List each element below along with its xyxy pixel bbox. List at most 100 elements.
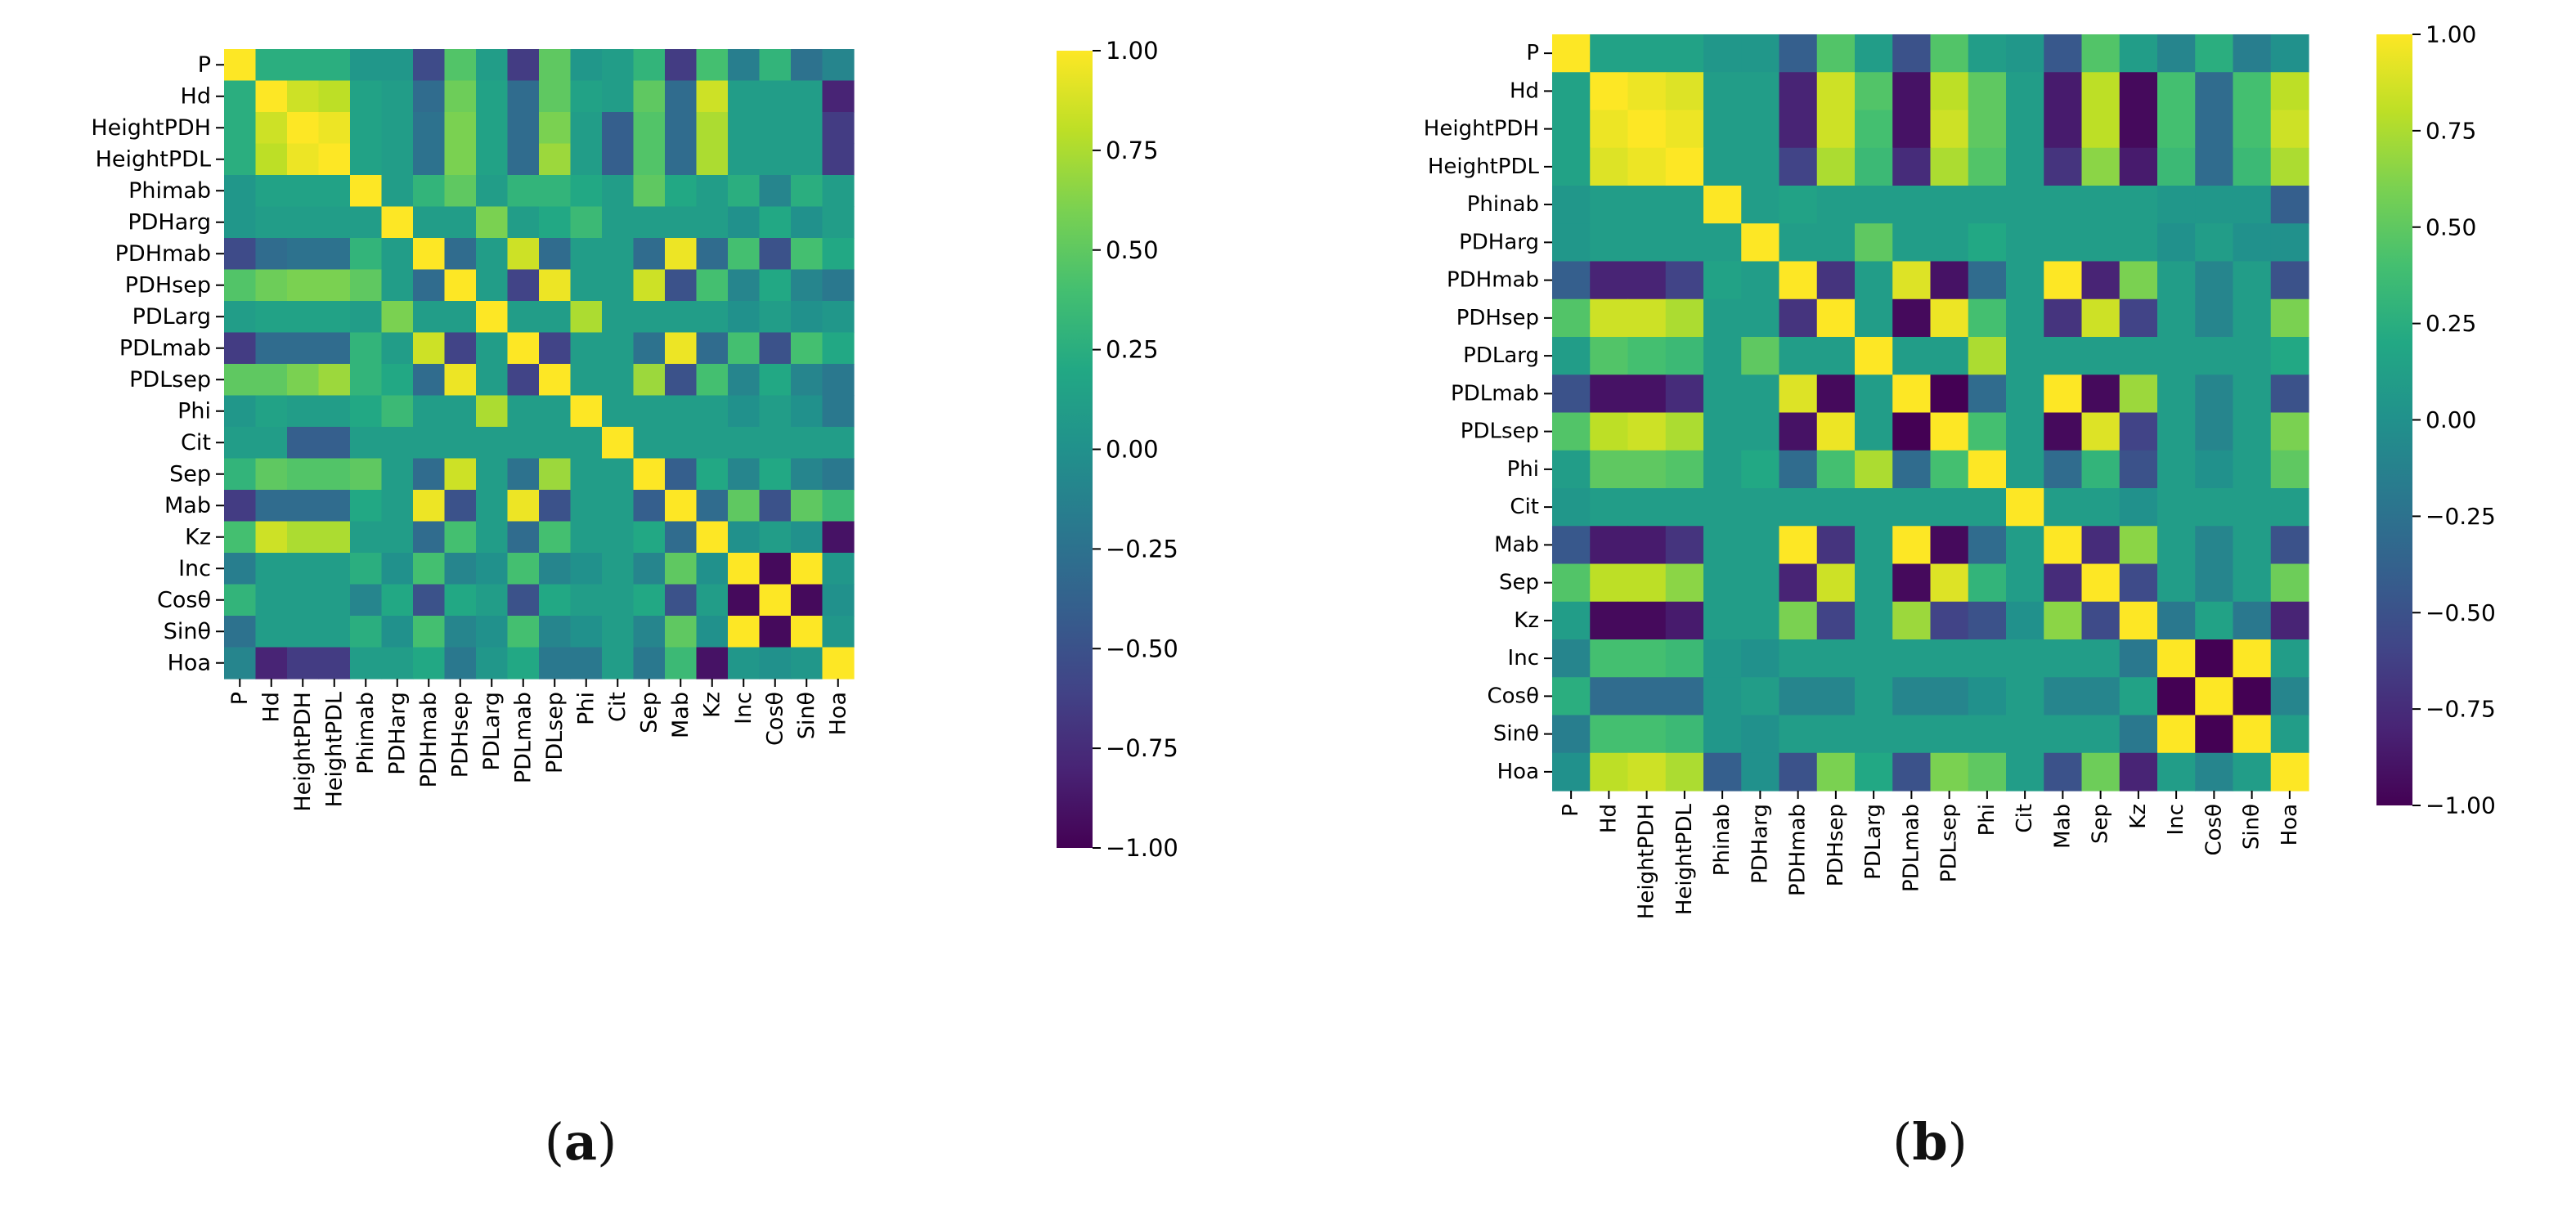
heatmap-cell bbox=[791, 616, 824, 648]
heatmap-cell bbox=[728, 616, 761, 648]
heatmap-cell bbox=[1816, 526, 1856, 565]
heatmap-cell bbox=[255, 647, 288, 680]
heatmap-cell bbox=[476, 427, 509, 460]
heatmap-cell bbox=[1665, 72, 1704, 111]
heatmap-cell bbox=[1855, 715, 1893, 754]
heatmap-cell bbox=[539, 49, 572, 82]
heatmap-cell bbox=[476, 143, 509, 176]
heatmap-cell bbox=[381, 364, 414, 397]
heatmap-cell bbox=[665, 301, 698, 334]
y-tick-label: PDLmab bbox=[1451, 381, 1539, 406]
heatmap-cell bbox=[791, 175, 824, 208]
heatmap-cell bbox=[444, 332, 477, 365]
heatmap-cell bbox=[1968, 147, 2007, 186]
heatmap-cell bbox=[2195, 601, 2234, 640]
heatmap-cell bbox=[224, 490, 257, 523]
x-tick-label: PDLarg bbox=[1861, 804, 1886, 880]
heatmap-cell bbox=[2233, 298, 2272, 338]
caption-a: (a) bbox=[544, 1112, 617, 1172]
x-tick-label: Inc bbox=[2164, 804, 2188, 835]
heatmap-cell bbox=[2081, 715, 2120, 754]
heatmap-cell bbox=[1930, 601, 1969, 640]
heatmap-cell bbox=[665, 647, 698, 680]
heatmap-cell bbox=[2270, 147, 2309, 186]
heatmap-cell bbox=[287, 616, 320, 648]
heatmap-cell bbox=[507, 521, 540, 554]
heatmap-cell bbox=[507, 175, 540, 208]
x-tick-label: HeightPDL bbox=[1672, 803, 1697, 915]
heatmap-cell bbox=[2157, 488, 2196, 527]
x-tick-label: Hd bbox=[1596, 804, 1621, 833]
heatmap-cell bbox=[759, 80, 792, 113]
heatmap-cell bbox=[476, 80, 509, 113]
colorbar-tick-label: 0.00 bbox=[1106, 436, 1159, 464]
heatmap-cell bbox=[1665, 298, 1704, 338]
heatmap-cell bbox=[1741, 450, 1780, 489]
heatmap-cell bbox=[2119, 375, 2158, 414]
heatmap-cell bbox=[1552, 639, 1591, 678]
heatmap-cell bbox=[2233, 223, 2272, 262]
heatmap-cell bbox=[696, 458, 729, 491]
heatmap-cell bbox=[822, 332, 855, 365]
heatmap-cell bbox=[1590, 34, 1629, 73]
heatmap-cell bbox=[633, 458, 666, 491]
heatmap-cell bbox=[413, 301, 446, 334]
heatmap-cell bbox=[287, 206, 320, 239]
x-tick-label: PDLsep bbox=[1937, 804, 1962, 882]
heatmap-cell bbox=[413, 175, 446, 208]
heatmap-cell bbox=[602, 458, 635, 491]
heatmap-cell bbox=[444, 584, 477, 617]
heatmap-cell bbox=[1665, 34, 1704, 73]
heatmap-cell bbox=[1930, 337, 1969, 375]
heatmap-cell bbox=[2270, 715, 2309, 754]
heatmap-cell bbox=[791, 647, 824, 680]
heatmap-cell bbox=[1590, 337, 1629, 375]
heatmap-cell bbox=[224, 332, 257, 365]
heatmap-cell bbox=[1627, 223, 1667, 262]
heatmap-cell bbox=[224, 553, 257, 585]
x-tick-label: PDHmab bbox=[416, 692, 442, 787]
heatmap-cell bbox=[2081, 298, 2120, 338]
heatmap-cell bbox=[381, 269, 414, 302]
heatmap-cell bbox=[1855, 752, 1893, 792]
x-tick-label: Kz bbox=[2126, 804, 2151, 829]
heatmap-cell bbox=[1892, 526, 1932, 565]
heatmap-cell bbox=[1892, 110, 1932, 149]
heatmap-cell bbox=[1741, 110, 1780, 149]
heatmap-cell bbox=[2233, 715, 2272, 754]
heatmap-cell bbox=[2157, 223, 2196, 262]
heatmap-cell bbox=[822, 364, 855, 397]
heatmap-cell bbox=[1855, 526, 1893, 565]
heatmap-cell bbox=[1590, 488, 1629, 527]
heatmap-cell bbox=[1665, 677, 1704, 716]
heatmap-cell bbox=[602, 584, 635, 617]
heatmap-cell bbox=[2233, 186, 2272, 224]
heatmap-cell bbox=[2270, 186, 2309, 224]
heatmap-cell bbox=[287, 521, 320, 554]
heatmap-cell bbox=[696, 616, 729, 648]
heatmap-cell bbox=[413, 238, 446, 271]
heatmap-cell bbox=[1552, 337, 1591, 375]
heatmap-cell bbox=[665, 238, 698, 271]
heatmap-cell bbox=[791, 269, 824, 302]
heatmap-cell bbox=[224, 616, 257, 648]
heatmap-cell bbox=[2195, 375, 2234, 414]
heatmap-cell bbox=[2081, 526, 2120, 565]
heatmap-cell bbox=[350, 269, 383, 302]
heatmap-cell bbox=[633, 395, 666, 428]
heatmap-cell bbox=[2157, 337, 2196, 375]
heatmap-cell bbox=[539, 553, 572, 585]
heatmap-cell bbox=[696, 206, 729, 239]
colorbar-tick-label: −0.50 bbox=[2426, 599, 2496, 626]
colorbar-tick-label: 0.25 bbox=[1106, 336, 1159, 364]
heatmap-cell bbox=[444, 143, 477, 176]
heatmap-cell bbox=[633, 332, 666, 365]
heatmap-cell bbox=[2044, 186, 2083, 224]
heatmap-cell bbox=[1741, 337, 1780, 375]
heatmap-cell bbox=[791, 427, 824, 460]
heatmap-cell bbox=[2157, 526, 2196, 565]
heatmap-cell bbox=[1552, 261, 1591, 300]
heatmap-cell bbox=[1627, 298, 1667, 338]
y-tick-label: PDLsep bbox=[1461, 419, 1539, 444]
heatmap-cell bbox=[255, 238, 288, 271]
